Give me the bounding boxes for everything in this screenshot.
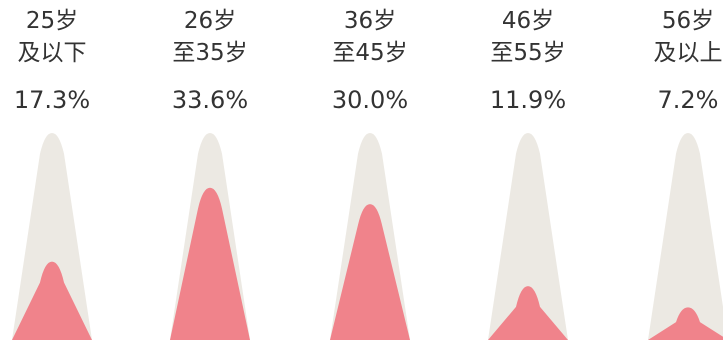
category-label: 及以上 xyxy=(654,40,723,66)
bar xyxy=(488,286,568,340)
bar xyxy=(330,204,410,340)
bar xyxy=(648,307,723,340)
value-label: 33.6% xyxy=(172,86,248,114)
category-label: 及以下 xyxy=(18,40,87,66)
value-label: 7.2% xyxy=(658,86,719,114)
bar xyxy=(12,261,92,340)
category-label: 至35岁 xyxy=(172,40,247,66)
category-label: 36岁 xyxy=(344,8,396,34)
bar-track xyxy=(12,133,92,340)
bar-track xyxy=(648,133,723,340)
category-label: 至55岁 xyxy=(490,40,565,66)
category-label: 56岁 xyxy=(662,8,714,34)
category-label: 46岁 xyxy=(502,8,554,34)
category-label: 26岁 xyxy=(184,8,236,34)
value-label: 17.3% xyxy=(14,86,90,114)
bar xyxy=(170,187,250,340)
value-label: 30.0% xyxy=(332,86,408,114)
value-label: 11.9% xyxy=(490,86,566,114)
bar-track xyxy=(488,133,568,340)
category-label: 25岁 xyxy=(26,8,78,34)
category-label: 至45岁 xyxy=(332,40,407,66)
